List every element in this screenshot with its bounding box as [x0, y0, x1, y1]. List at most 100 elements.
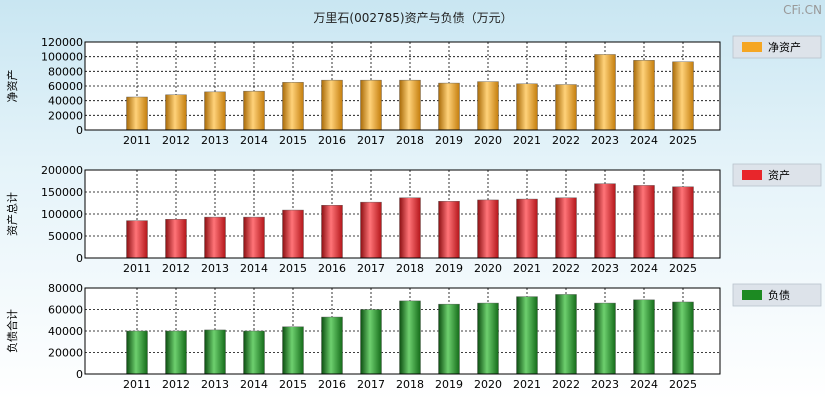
x-tick-label: 2016 — [318, 262, 346, 275]
y-tick-label: 100000 — [41, 208, 83, 221]
bar-net-2020 — [477, 81, 499, 131]
x-tick-label: 2024 — [630, 262, 658, 275]
bar-liab-2022 — [555, 294, 577, 375]
x-tick-label: 2015 — [279, 378, 307, 391]
axis-frame-net — [84, 41, 721, 131]
legend-label: 资产 — [768, 168, 790, 182]
bar-net-2019 — [438, 82, 460, 131]
y-tick-label: 40000 — [48, 325, 83, 338]
x-tick-label: 2020 — [474, 262, 502, 275]
bar-assets-2021 — [516, 198, 538, 259]
x-tick-label: 2018 — [396, 262, 424, 275]
x-tick-label: 2019 — [435, 262, 463, 275]
x-tick-label: 2023 — [591, 262, 619, 275]
bar-liab-2015 — [282, 326, 304, 375]
bar-net-2016 — [321, 79, 343, 131]
y-axis-label: 负债合计 — [5, 309, 19, 353]
x-tick-label: 2012 — [162, 378, 190, 391]
y-tick-label: 80000 — [48, 65, 83, 78]
legend-liab: 负债 — [732, 283, 822, 307]
x-tick-label: 2016 — [318, 378, 346, 391]
x-tick-label: 2019 — [435, 378, 463, 391]
x-tick-label: 2023 — [591, 134, 619, 147]
bar-assets-2019 — [438, 201, 460, 259]
x-tick-label: 2024 — [630, 134, 658, 147]
x-tick-label: 2025 — [669, 262, 697, 275]
x-tick-label: 2011 — [123, 134, 151, 147]
chart-title: 万里石(002785)资产与负债（万元） — [313, 11, 512, 25]
x-tick-label: 2018 — [396, 378, 424, 391]
bar-assets-2011 — [126, 220, 148, 259]
y-tick-label: 20000 — [48, 347, 83, 360]
bar-liab-2024 — [633, 299, 655, 375]
y-tick-label: 80000 — [48, 282, 83, 295]
bar-net-2024 — [633, 60, 655, 131]
bar-assets-2012 — [165, 219, 187, 259]
legend-swatch — [742, 42, 762, 52]
x-tick-label: 2013 — [201, 378, 229, 391]
bar-net-2017 — [360, 79, 382, 131]
x-tick-label: 2011 — [123, 262, 151, 275]
bar-assets-2025 — [672, 186, 694, 259]
bar-net-2025 — [672, 61, 694, 131]
y-tick-label: 200000 — [41, 164, 83, 177]
x-tick-label: 2022 — [552, 262, 580, 275]
legend-assets: 资产 — [732, 163, 822, 187]
bar-net-2012 — [165, 94, 187, 131]
bar-liab-2020 — [477, 302, 499, 375]
y-tick-label: 0 — [76, 368, 83, 381]
x-tick-label: 2016 — [318, 134, 346, 147]
bar-assets-2023 — [594, 183, 616, 259]
y-axis-label: 资产总计 — [5, 192, 19, 236]
bar-assets-2015 — [282, 209, 304, 259]
bar-liab-2021 — [516, 296, 538, 375]
x-tick-label: 2014 — [240, 378, 268, 391]
bar-assets-2018 — [399, 197, 421, 259]
bar-liab-2023 — [594, 302, 616, 375]
y-tick-label: 20000 — [48, 109, 83, 122]
x-tick-label: 2015 — [279, 262, 307, 275]
x-tick-label: 2023 — [591, 378, 619, 391]
watermark: CFi.CN — [783, 3, 822, 17]
x-tick-label: 2013 — [201, 134, 229, 147]
x-tick-label: 2021 — [513, 378, 541, 391]
y-tick-label: 0 — [76, 124, 83, 137]
bar-assets-2022 — [555, 197, 577, 259]
x-tick-label: 2019 — [435, 134, 463, 147]
bar-net-2011 — [126, 96, 148, 131]
y-tick-label: 60000 — [48, 80, 83, 93]
x-tick-label: 2021 — [513, 134, 541, 147]
legend-swatch — [742, 290, 762, 300]
bar-net-2021 — [516, 83, 538, 131]
legend-box — [732, 163, 822, 187]
x-tick-label: 2011 — [123, 378, 151, 391]
bar-liab-2019 — [438, 303, 460, 375]
y-tick-label: 50000 — [48, 230, 83, 243]
x-tick-label: 2012 — [162, 262, 190, 275]
x-tick-label: 2017 — [357, 378, 385, 391]
x-tick-label: 2025 — [669, 378, 697, 391]
bar-assets-2016 — [321, 204, 343, 259]
legend-label: 负债 — [768, 288, 790, 302]
axis-frame-assets — [84, 169, 721, 259]
bar-assets-2020 — [477, 199, 499, 259]
y-tick-label: 0 — [76, 252, 83, 265]
x-tick-label: 2017 — [357, 134, 385, 147]
x-tick-label: 2021 — [513, 262, 541, 275]
axis-frame-liab — [84, 287, 721, 375]
y-axis-label: 净资产 — [5, 70, 19, 103]
y-tick-label: 40000 — [48, 95, 83, 108]
bar-liab-2018 — [399, 300, 421, 375]
bar-assets-2017 — [360, 201, 382, 259]
bar-liab-2016 — [321, 316, 343, 375]
x-tick-label: 2014 — [240, 134, 268, 147]
x-tick-label: 2012 — [162, 134, 190, 147]
bar-liab-2012 — [165, 330, 187, 375]
bar-assets-2014 — [243, 216, 265, 259]
bar-net-2018 — [399, 79, 421, 131]
x-tick-label: 2018 — [396, 134, 424, 147]
bar-liab-2014 — [243, 330, 265, 375]
